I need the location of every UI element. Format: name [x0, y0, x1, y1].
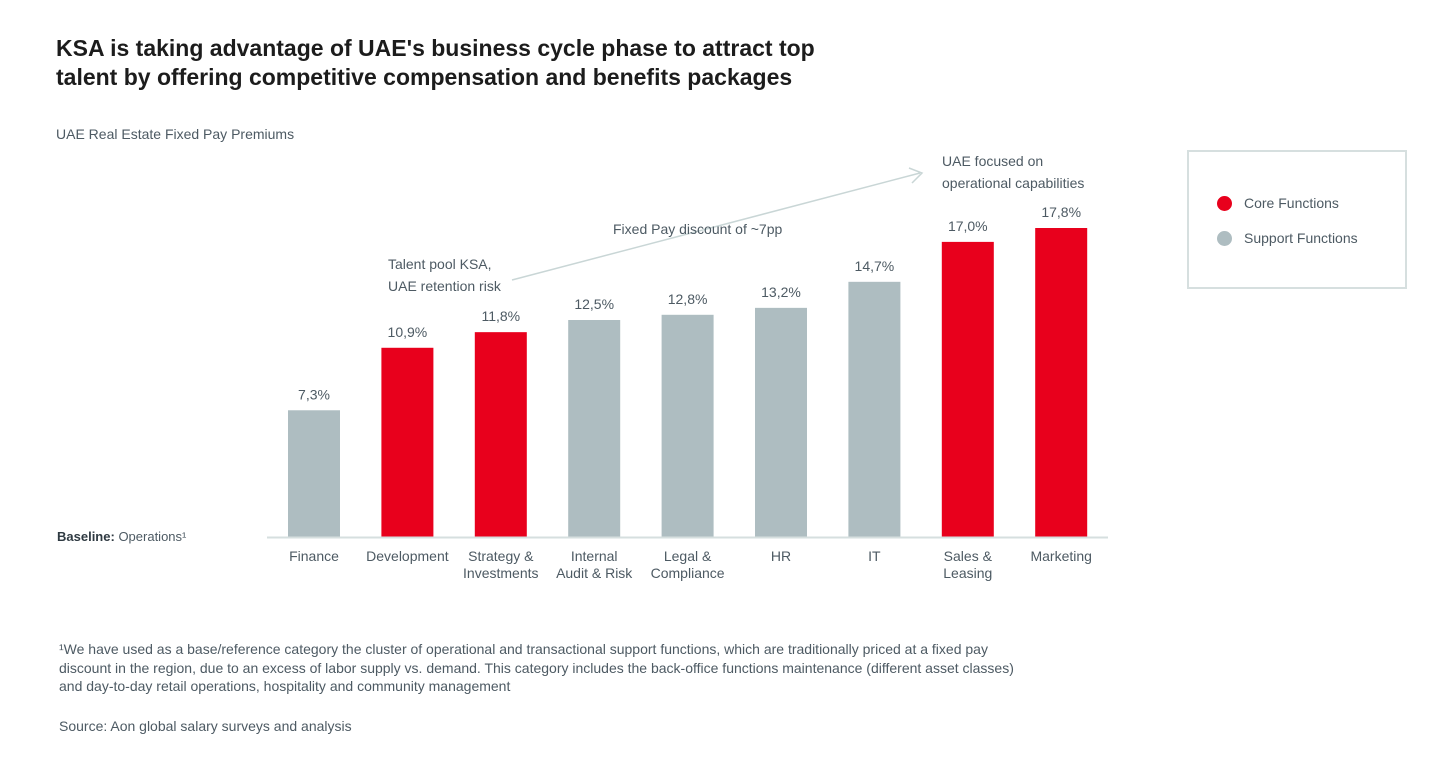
bar-3	[474, 332, 527, 537]
footnote: ¹We have used as a base/reference catego…	[59, 641, 1014, 694]
annotation-uae-focus-line-1: UAE focused on	[942, 153, 1043, 169]
annotation-talent-pool-line-2: UAE retention risk	[388, 278, 502, 294]
chart-subtitle: UAE Real Estate Fixed Pay Premiums	[56, 126, 295, 142]
baseline-note: Baseline: Operations¹	[57, 529, 186, 544]
source-note: Source: Aon global salary surveys and an…	[59, 718, 352, 734]
category-label-2: Development	[366, 548, 449, 564]
chart-title: KSA is taking advantage of UAE's busines…	[56, 35, 815, 90]
category-label-7: IT	[868, 548, 881, 564]
bar-4	[568, 320, 621, 537]
category-label-3-line-1: Strategy &	[468, 548, 534, 564]
value-label-3: 11,8%	[481, 308, 520, 324]
annotation-talent-pool-line-1: Talent pool KSA,	[388, 256, 492, 272]
value-label-9: 17,8%	[1041, 204, 1081, 220]
annotation-fixed-pay-discount: Fixed Pay discount of ~7pp	[613, 221, 782, 237]
category-label-9: Marketing	[1030, 548, 1091, 564]
baseline-label: Baseline:	[57, 529, 115, 544]
discount-arrow-line	[511, 172, 921, 281]
bar-1	[288, 410, 340, 537]
category-label-8-line-2: Leasing	[943, 565, 992, 581]
value-label-5: 12,8%	[668, 291, 708, 307]
value-label-1: 7,3%	[298, 386, 330, 402]
bar-chart: 7,3% Finance 10,9% Development 11,8% Strategy…	[267, 153, 1108, 581]
bar-8	[941, 241, 994, 537]
category-label-6: HR	[771, 548, 791, 564]
legend-item-support: Support Functions	[1217, 230, 1358, 246]
value-label-4: 12,5%	[574, 296, 614, 312]
annotation-uae-focus-line-2: operational capabilities	[942, 175, 1084, 191]
category-label-8-line-1: Sales &	[944, 548, 993, 564]
legend-label-core: Core Functions	[1244, 195, 1339, 211]
legend-label-support: Support Functions	[1244, 230, 1358, 246]
value-label-7: 14,7%	[855, 258, 895, 274]
bar-2	[381, 347, 434, 537]
category-label-3-line-2: Investments	[463, 565, 538, 581]
category-label-4-line-2: Audit & Risk	[556, 565, 633, 581]
discount-arrow-head	[908, 167, 924, 184]
legend-item-core: Core Functions	[1217, 195, 1339, 211]
legend: Core Functions Support Functions	[1187, 150, 1407, 289]
legend-dot-support	[1217, 230, 1232, 246]
bar-7	[848, 281, 901, 537]
value-label-8: 17,0%	[948, 218, 988, 234]
category-label-5-line-1: Legal &	[664, 548, 712, 564]
value-label-2: 10,9%	[388, 324, 428, 340]
category-label-1: Finance	[289, 548, 339, 564]
legend-dot-core	[1217, 195, 1232, 211]
category-label-4-line-1: Internal	[571, 548, 618, 564]
bar-6	[755, 307, 807, 537]
bar-5	[661, 314, 714, 537]
value-label-6: 13,2%	[761, 284, 801, 300]
bar-9	[1035, 228, 1088, 537]
category-label-5-line-2: Compliance	[651, 565, 725, 581]
baseline-value: Operations¹	[118, 529, 187, 544]
